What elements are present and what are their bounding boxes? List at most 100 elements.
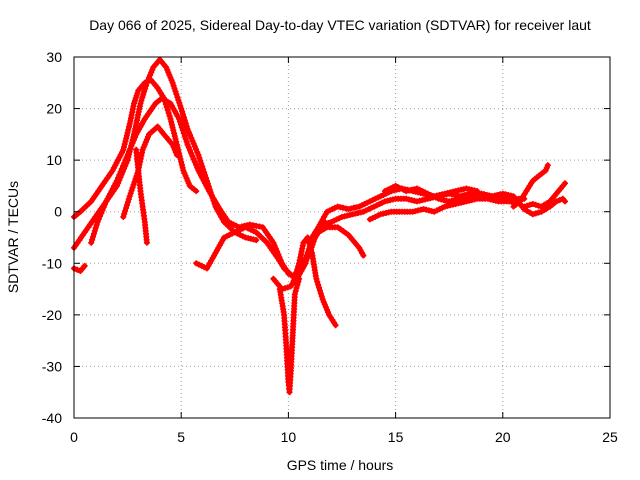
data-point-marker <box>166 112 173 119</box>
y-tick-label: -20 <box>42 307 62 323</box>
y-axis-label: SDTVAR / TECUs <box>5 181 21 293</box>
data-point-marker <box>360 252 367 259</box>
y-tick-label: 10 <box>46 152 62 168</box>
data-point-marker <box>170 127 177 134</box>
data-point-marker <box>188 134 195 141</box>
data-point-marker <box>181 117 188 124</box>
data-point-marker <box>535 209 542 216</box>
x-tick-label: 0 <box>70 429 78 445</box>
data-point-marker <box>193 161 199 168</box>
data-point-marker <box>171 85 178 92</box>
data-point-marker <box>182 135 189 142</box>
y-tick-label: -40 <box>42 410 62 426</box>
data-point-marker <box>322 220 329 227</box>
x-tick-label: 15 <box>388 429 404 445</box>
data-point-marker <box>284 284 291 291</box>
data-point-marker <box>556 197 563 204</box>
data-point-marker <box>117 168 124 175</box>
data-point-marker <box>532 210 539 217</box>
data-point-marker <box>120 163 126 169</box>
data-point-marker <box>521 203 528 210</box>
data-point-marker <box>129 184 136 191</box>
x-tick-label: 5 <box>177 429 185 445</box>
data-point-marker <box>88 239 95 246</box>
data-point-marker <box>188 150 195 157</box>
data-point-marker <box>126 193 133 200</box>
axis-layer: 0 5 10 15 20 25 -40 -30 -20 -10 0 10 20 30 <box>42 49 618 445</box>
data-point-marker <box>130 181 137 188</box>
data-point-marker <box>127 145 134 152</box>
data-point-marker <box>143 82 149 89</box>
data-point-marker <box>197 157 204 164</box>
y-tick-label: 20 <box>46 101 62 117</box>
data-point-marker <box>128 187 135 194</box>
data-point-marker <box>176 115 183 122</box>
data-point-marker <box>115 174 122 181</box>
data-point-marker <box>190 156 197 162</box>
data-point-marker <box>132 134 138 141</box>
data-point-marker <box>193 146 199 153</box>
data-point-marker <box>180 130 187 137</box>
data-point-marker <box>179 108 186 115</box>
data-point-marker <box>120 213 127 220</box>
y-tick-label: 30 <box>46 49 62 65</box>
data-point-marker <box>81 262 88 269</box>
data-point-marker <box>121 141 128 148</box>
data-point-marker <box>553 198 560 205</box>
data-point-marker <box>194 164 201 171</box>
y-tick-label: -30 <box>42 358 62 374</box>
data-point-marker <box>318 293 325 300</box>
data-point-marker <box>291 291 298 298</box>
data-point-marker <box>99 207 106 214</box>
data-point-marker <box>90 233 96 240</box>
data-point-marker <box>279 286 285 293</box>
data-point-marker <box>141 88 148 95</box>
data-point-marker <box>181 133 188 140</box>
data-point-marker <box>89 236 96 243</box>
data-point-marker <box>316 287 323 294</box>
data-point-marker <box>325 219 332 226</box>
data-point-marker <box>122 157 129 164</box>
data-point-marker <box>304 234 311 241</box>
data-point-marker <box>190 140 197 147</box>
data-point-marker <box>170 82 177 89</box>
data-point-marker <box>270 239 277 246</box>
data-point-marker <box>100 204 107 211</box>
data-point-marker <box>179 127 186 134</box>
x-tick-label: 25 <box>602 429 618 445</box>
data-point-marker <box>127 190 134 197</box>
data-point-marker <box>524 202 531 209</box>
data-point-marker <box>535 202 542 209</box>
data-point-marker <box>173 152 180 158</box>
data-point-marker <box>177 118 183 125</box>
data-point-marker <box>199 163 206 170</box>
data-point-marker <box>181 114 187 121</box>
data-point-marker <box>176 99 183 106</box>
data-point-marker <box>130 137 137 144</box>
data-point-marker <box>126 148 132 155</box>
data-point-marker <box>74 266 81 273</box>
data-point-marker <box>143 239 150 246</box>
data-point-marker <box>532 201 539 208</box>
data-point-marker <box>191 158 198 165</box>
data-point-marker <box>332 322 339 329</box>
plot-frame <box>73 56 611 419</box>
data-point-marker <box>317 290 324 297</box>
data-point-marker <box>200 166 207 173</box>
data-point-marker <box>139 94 146 101</box>
y-tick-label: 0 <box>54 204 62 220</box>
data-point-marker <box>194 149 201 156</box>
data-point-marker <box>164 107 171 113</box>
data-point-marker <box>184 141 191 148</box>
data-point-marker <box>178 124 185 131</box>
x-tick-label: 10 <box>281 429 297 445</box>
data-point-marker <box>173 91 180 98</box>
data-point-marker <box>140 91 147 98</box>
data-point-marker <box>183 123 190 130</box>
data-point-marker <box>189 153 196 160</box>
x-tick-label: 20 <box>495 429 511 445</box>
data-point-marker <box>142 85 149 92</box>
data-point-marker <box>195 152 202 158</box>
data-point-marker <box>562 198 568 205</box>
